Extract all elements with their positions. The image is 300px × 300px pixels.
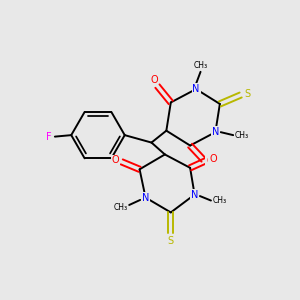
Text: N: N xyxy=(191,190,198,200)
Text: CH₃: CH₃ xyxy=(213,196,227,205)
Text: N: N xyxy=(142,193,149,202)
Text: N: N xyxy=(192,84,200,94)
Text: O: O xyxy=(150,75,158,85)
Text: O: O xyxy=(206,156,214,166)
Text: CH₃: CH₃ xyxy=(113,203,127,212)
Text: F: F xyxy=(46,132,51,142)
Text: O: O xyxy=(111,155,119,165)
Text: S: S xyxy=(244,88,250,98)
Text: S: S xyxy=(168,236,174,246)
Text: CH₃: CH₃ xyxy=(235,130,249,140)
Text: O: O xyxy=(209,154,217,164)
Text: CH₃: CH₃ xyxy=(194,61,208,70)
Text: N: N xyxy=(212,127,219,137)
